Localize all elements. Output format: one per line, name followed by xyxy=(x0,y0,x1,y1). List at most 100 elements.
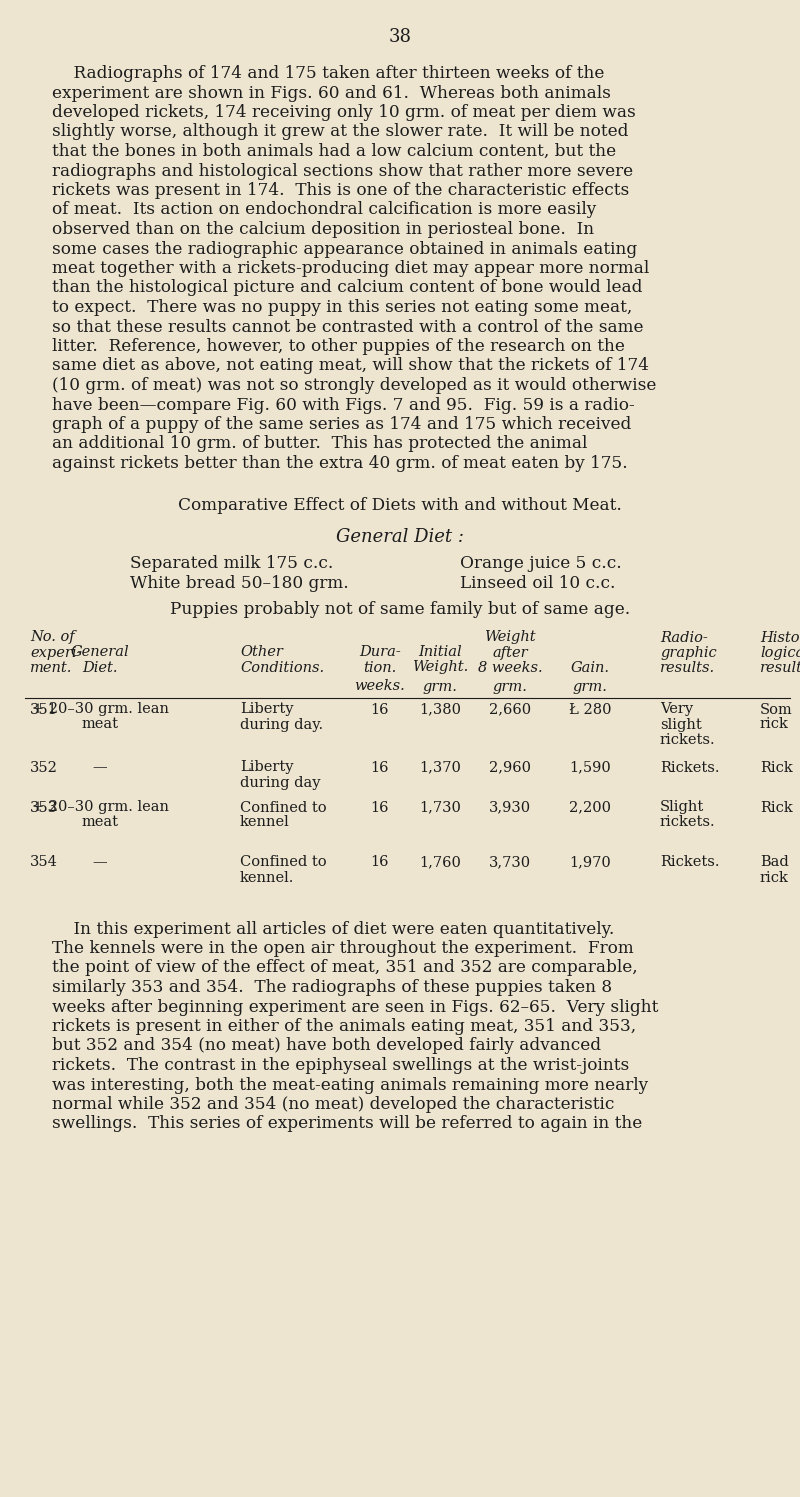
Text: graph of a puppy of the same series as 174 and 175 which received: graph of a puppy of the same series as 1… xyxy=(52,416,631,433)
Text: —: — xyxy=(93,760,107,774)
Text: graphic: graphic xyxy=(660,645,717,660)
Text: 3,930: 3,930 xyxy=(489,801,531,814)
Text: during day: during day xyxy=(240,775,321,789)
Text: kennel.: kennel. xyxy=(240,870,294,885)
Text: Diet.: Diet. xyxy=(82,660,118,675)
Text: slight: slight xyxy=(660,717,702,732)
Text: Rickets.: Rickets. xyxy=(660,855,719,870)
Text: tion.: tion. xyxy=(363,660,397,675)
Text: —: — xyxy=(93,855,107,870)
Text: during day.: during day. xyxy=(240,717,323,732)
Text: 354: 354 xyxy=(30,855,58,870)
Text: Rick: Rick xyxy=(760,801,793,814)
Text: meat together with a rickets-producing diet may appear more normal: meat together with a rickets-producing d… xyxy=(52,260,650,277)
Text: + 20–30 grm. lean: + 20–30 grm. lean xyxy=(31,702,169,717)
Text: grm.: grm. xyxy=(573,680,607,693)
Text: meat: meat xyxy=(82,717,118,732)
Text: observed than on the calcium deposition in periosteal bone.  In: observed than on the calcium deposition … xyxy=(52,222,594,238)
Text: Conditions.: Conditions. xyxy=(240,660,324,675)
Text: 16: 16 xyxy=(370,760,390,774)
Text: 1,370: 1,370 xyxy=(419,760,461,774)
Text: Slight: Slight xyxy=(660,801,704,814)
Text: Very: Very xyxy=(660,702,693,717)
Text: Weight: Weight xyxy=(484,630,536,645)
Text: experi-: experi- xyxy=(30,645,82,660)
Text: to expect.  There was no puppy in this series not eating some meat,: to expect. There was no puppy in this se… xyxy=(52,299,632,316)
Text: 1,760: 1,760 xyxy=(419,855,461,870)
Text: developed rickets, 174 receiving only 10 grm. of meat per diem was: developed rickets, 174 receiving only 10… xyxy=(52,103,636,121)
Text: 1,380: 1,380 xyxy=(419,702,461,717)
Text: rickets.  The contrast in the epiphyseal swellings at the wrist-joints: rickets. The contrast in the epiphyseal … xyxy=(52,1057,630,1073)
Text: The kennels were in the open air throughout the experiment.  From: The kennels were in the open air through… xyxy=(52,940,634,957)
Text: Histo-: Histo- xyxy=(760,630,800,645)
Text: 2,960: 2,960 xyxy=(489,760,531,774)
Text: results.: results. xyxy=(760,660,800,675)
Text: Liberty: Liberty xyxy=(240,760,294,774)
Text: Linseed oil 10 c.c.: Linseed oil 10 c.c. xyxy=(460,575,615,591)
Text: 351: 351 xyxy=(30,702,58,717)
Text: swellings.  This series of experiments will be referred to again in the: swellings. This series of experiments wi… xyxy=(52,1115,642,1133)
Text: grm.: grm. xyxy=(493,680,527,693)
Text: rick: rick xyxy=(760,717,789,732)
Text: against rickets better than the extra 40 grm. of meat eaten by 175.: against rickets better than the extra 40… xyxy=(52,455,628,472)
Text: 38: 38 xyxy=(389,28,411,46)
Text: No. of: No. of xyxy=(30,630,74,645)
Text: rickets is present in either of the animals eating meat, 351 and 353,: rickets is present in either of the anim… xyxy=(52,1018,636,1034)
Text: 353: 353 xyxy=(30,801,58,814)
Text: ment.: ment. xyxy=(30,660,72,675)
Text: than the histological picture and calcium content of bone would lead: than the histological picture and calciu… xyxy=(52,280,642,296)
Text: Separated milk 175 c.c.: Separated milk 175 c.c. xyxy=(130,554,334,572)
Text: In this experiment all articles of diet were eaten quantitatively.: In this experiment all articles of diet … xyxy=(52,921,614,937)
Text: Ł 280: Ł 280 xyxy=(569,702,611,717)
Text: Dura-: Dura- xyxy=(359,645,401,660)
Text: Bad: Bad xyxy=(760,855,789,870)
Text: some cases the radiographic appearance obtained in animals eating: some cases the radiographic appearance o… xyxy=(52,241,638,257)
Text: Comparative Effect of Diets with and without Meat.: Comparative Effect of Diets with and wit… xyxy=(178,497,622,513)
Text: General Diet :: General Diet : xyxy=(336,528,464,546)
Text: Radiographs of 174 and 175 taken after thirteen weeks of the: Radiographs of 174 and 175 taken after t… xyxy=(52,64,604,82)
Text: 352: 352 xyxy=(30,760,58,774)
Text: results.: results. xyxy=(660,660,715,675)
Text: meat: meat xyxy=(82,816,118,829)
Text: Rickets.: Rickets. xyxy=(660,760,719,774)
Text: 16: 16 xyxy=(370,702,390,717)
Text: Orange juice 5 c.c.: Orange juice 5 c.c. xyxy=(460,554,622,572)
Text: was interesting, both the meat-eating animals remaining more nearly: was interesting, both the meat-eating an… xyxy=(52,1076,648,1093)
Text: rickets was present in 174.  This is one of the characteristic effects: rickets was present in 174. This is one … xyxy=(52,183,630,199)
Text: same diet as above, not eating meat, will show that the rickets of 174: same diet as above, not eating meat, wil… xyxy=(52,358,649,374)
Text: weeks.: weeks. xyxy=(354,680,406,693)
Text: radiographs and histological sections show that rather more severe: radiographs and histological sections sh… xyxy=(52,163,633,180)
Text: have been—compare Fig. 60 with Figs. 7 and 95.  Fig. 59 is a radio-: have been—compare Fig. 60 with Figs. 7 a… xyxy=(52,397,634,413)
Text: logical: logical xyxy=(760,645,800,660)
Text: Initial: Initial xyxy=(418,645,462,660)
Text: General: General xyxy=(70,645,130,660)
Text: kennel: kennel xyxy=(240,816,290,829)
Text: 1,590: 1,590 xyxy=(569,760,611,774)
Text: slightly worse, although it grew at the slower rate.  It will be noted: slightly worse, although it grew at the … xyxy=(52,123,629,141)
Text: 2,660: 2,660 xyxy=(489,702,531,717)
Text: Puppies probably not of same family but of same age.: Puppies probably not of same family but … xyxy=(170,600,630,617)
Text: so that these results cannot be contrasted with a control of the same: so that these results cannot be contrast… xyxy=(52,319,643,335)
Text: experiment are shown in Figs. 60 and 61.  Whereas both animals: experiment are shown in Figs. 60 and 61.… xyxy=(52,84,611,102)
Text: but 352 and 354 (no meat) have both developed fairly advanced: but 352 and 354 (no meat) have both deve… xyxy=(52,1037,601,1054)
Text: Rick: Rick xyxy=(760,760,793,774)
Text: 16: 16 xyxy=(370,801,390,814)
Text: White bread 50–180 grm.: White bread 50–180 grm. xyxy=(130,575,349,591)
Text: the point of view of the effect of meat, 351 and 352 are comparable,: the point of view of the effect of meat,… xyxy=(52,960,638,976)
Text: rickets.: rickets. xyxy=(660,816,716,829)
Text: Weight.: Weight. xyxy=(412,660,468,675)
Text: 2,200: 2,200 xyxy=(569,801,611,814)
Text: 1,730: 1,730 xyxy=(419,801,461,814)
Text: Liberty: Liberty xyxy=(240,702,294,717)
Text: grm.: grm. xyxy=(422,680,458,693)
Text: litter.  Reference, however, to other puppies of the research on the: litter. Reference, however, to other pup… xyxy=(52,338,625,355)
Text: after: after xyxy=(492,645,528,660)
Text: 8 weeks.: 8 weeks. xyxy=(478,660,542,675)
Text: 1,970: 1,970 xyxy=(569,855,611,870)
Text: 16: 16 xyxy=(370,855,390,870)
Text: Som: Som xyxy=(760,702,793,717)
Text: Other: Other xyxy=(240,645,283,660)
Text: an additional 10 grm. of butter.  This has protected the animal: an additional 10 grm. of butter. This ha… xyxy=(52,436,587,452)
Text: weeks after beginning experiment are seen in Figs. 62–65.  Very slight: weeks after beginning experiment are see… xyxy=(52,998,658,1015)
Text: 3,730: 3,730 xyxy=(489,855,531,870)
